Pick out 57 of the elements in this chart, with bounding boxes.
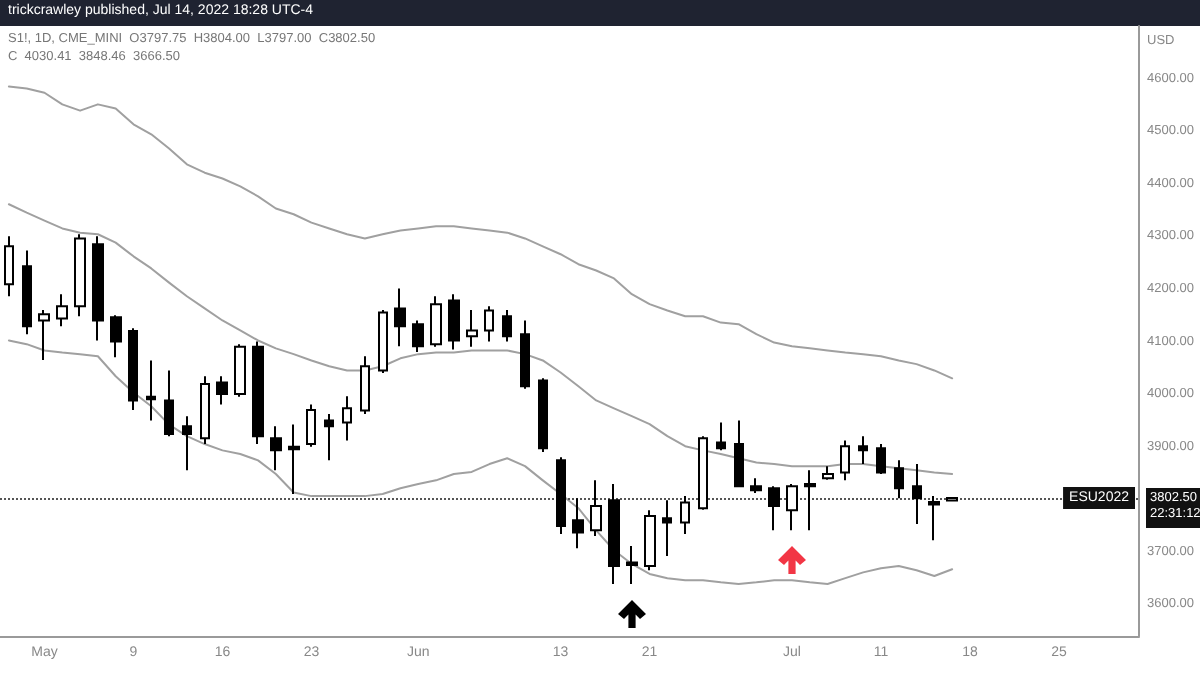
candlestick xyxy=(234,343,246,398)
candlestick xyxy=(466,308,478,348)
candlestick xyxy=(4,235,14,298)
candlestick xyxy=(56,293,68,328)
line-series xyxy=(7,203,954,476)
candlestick xyxy=(538,377,548,453)
candlestick xyxy=(448,293,460,351)
candlestick xyxy=(502,308,512,343)
candlestick xyxy=(394,287,406,348)
candlestick xyxy=(768,485,780,532)
candlestick xyxy=(626,545,638,585)
candlestick xyxy=(680,495,690,535)
candlestick xyxy=(876,443,886,476)
candlestick xyxy=(128,327,138,411)
candlestick xyxy=(342,395,352,442)
candlestick xyxy=(484,305,494,343)
candlestick xyxy=(804,469,816,532)
candlestick xyxy=(412,319,424,354)
candlestick xyxy=(92,235,104,342)
candlestick xyxy=(520,319,530,390)
line-series xyxy=(7,339,954,585)
candlestick xyxy=(608,483,620,585)
candlestick xyxy=(716,421,726,452)
candlestick xyxy=(360,355,370,416)
candlestick xyxy=(750,477,762,494)
candlestick xyxy=(146,359,156,422)
candlestick xyxy=(252,340,264,446)
candlestick xyxy=(22,249,32,336)
candlestick xyxy=(590,479,602,538)
candlestick xyxy=(928,495,940,542)
candlestick xyxy=(644,509,656,572)
candlestick xyxy=(38,308,50,361)
candlestick xyxy=(306,403,316,448)
line-series xyxy=(7,85,954,380)
candlestick xyxy=(216,375,228,406)
candlestick xyxy=(734,419,744,488)
candlestick xyxy=(430,295,442,348)
candlestick xyxy=(270,425,282,472)
candlestick xyxy=(572,497,584,550)
candlestick xyxy=(74,233,86,318)
candlestick xyxy=(182,415,192,472)
candlestick xyxy=(698,435,708,511)
candlestick xyxy=(200,375,210,446)
candlestick xyxy=(912,463,922,525)
candlestick xyxy=(894,459,904,500)
candlestick xyxy=(786,483,798,532)
candlestick xyxy=(840,439,850,482)
candlestick xyxy=(378,308,388,375)
candlestick xyxy=(662,499,672,558)
candlestick xyxy=(822,465,834,481)
candlestick xyxy=(946,496,958,502)
candlestick xyxy=(110,314,122,359)
candlestick xyxy=(556,456,566,535)
candlestick xyxy=(288,423,300,496)
candlestick xyxy=(858,435,868,466)
candlestick xyxy=(164,369,174,438)
candlestick xyxy=(324,413,334,462)
